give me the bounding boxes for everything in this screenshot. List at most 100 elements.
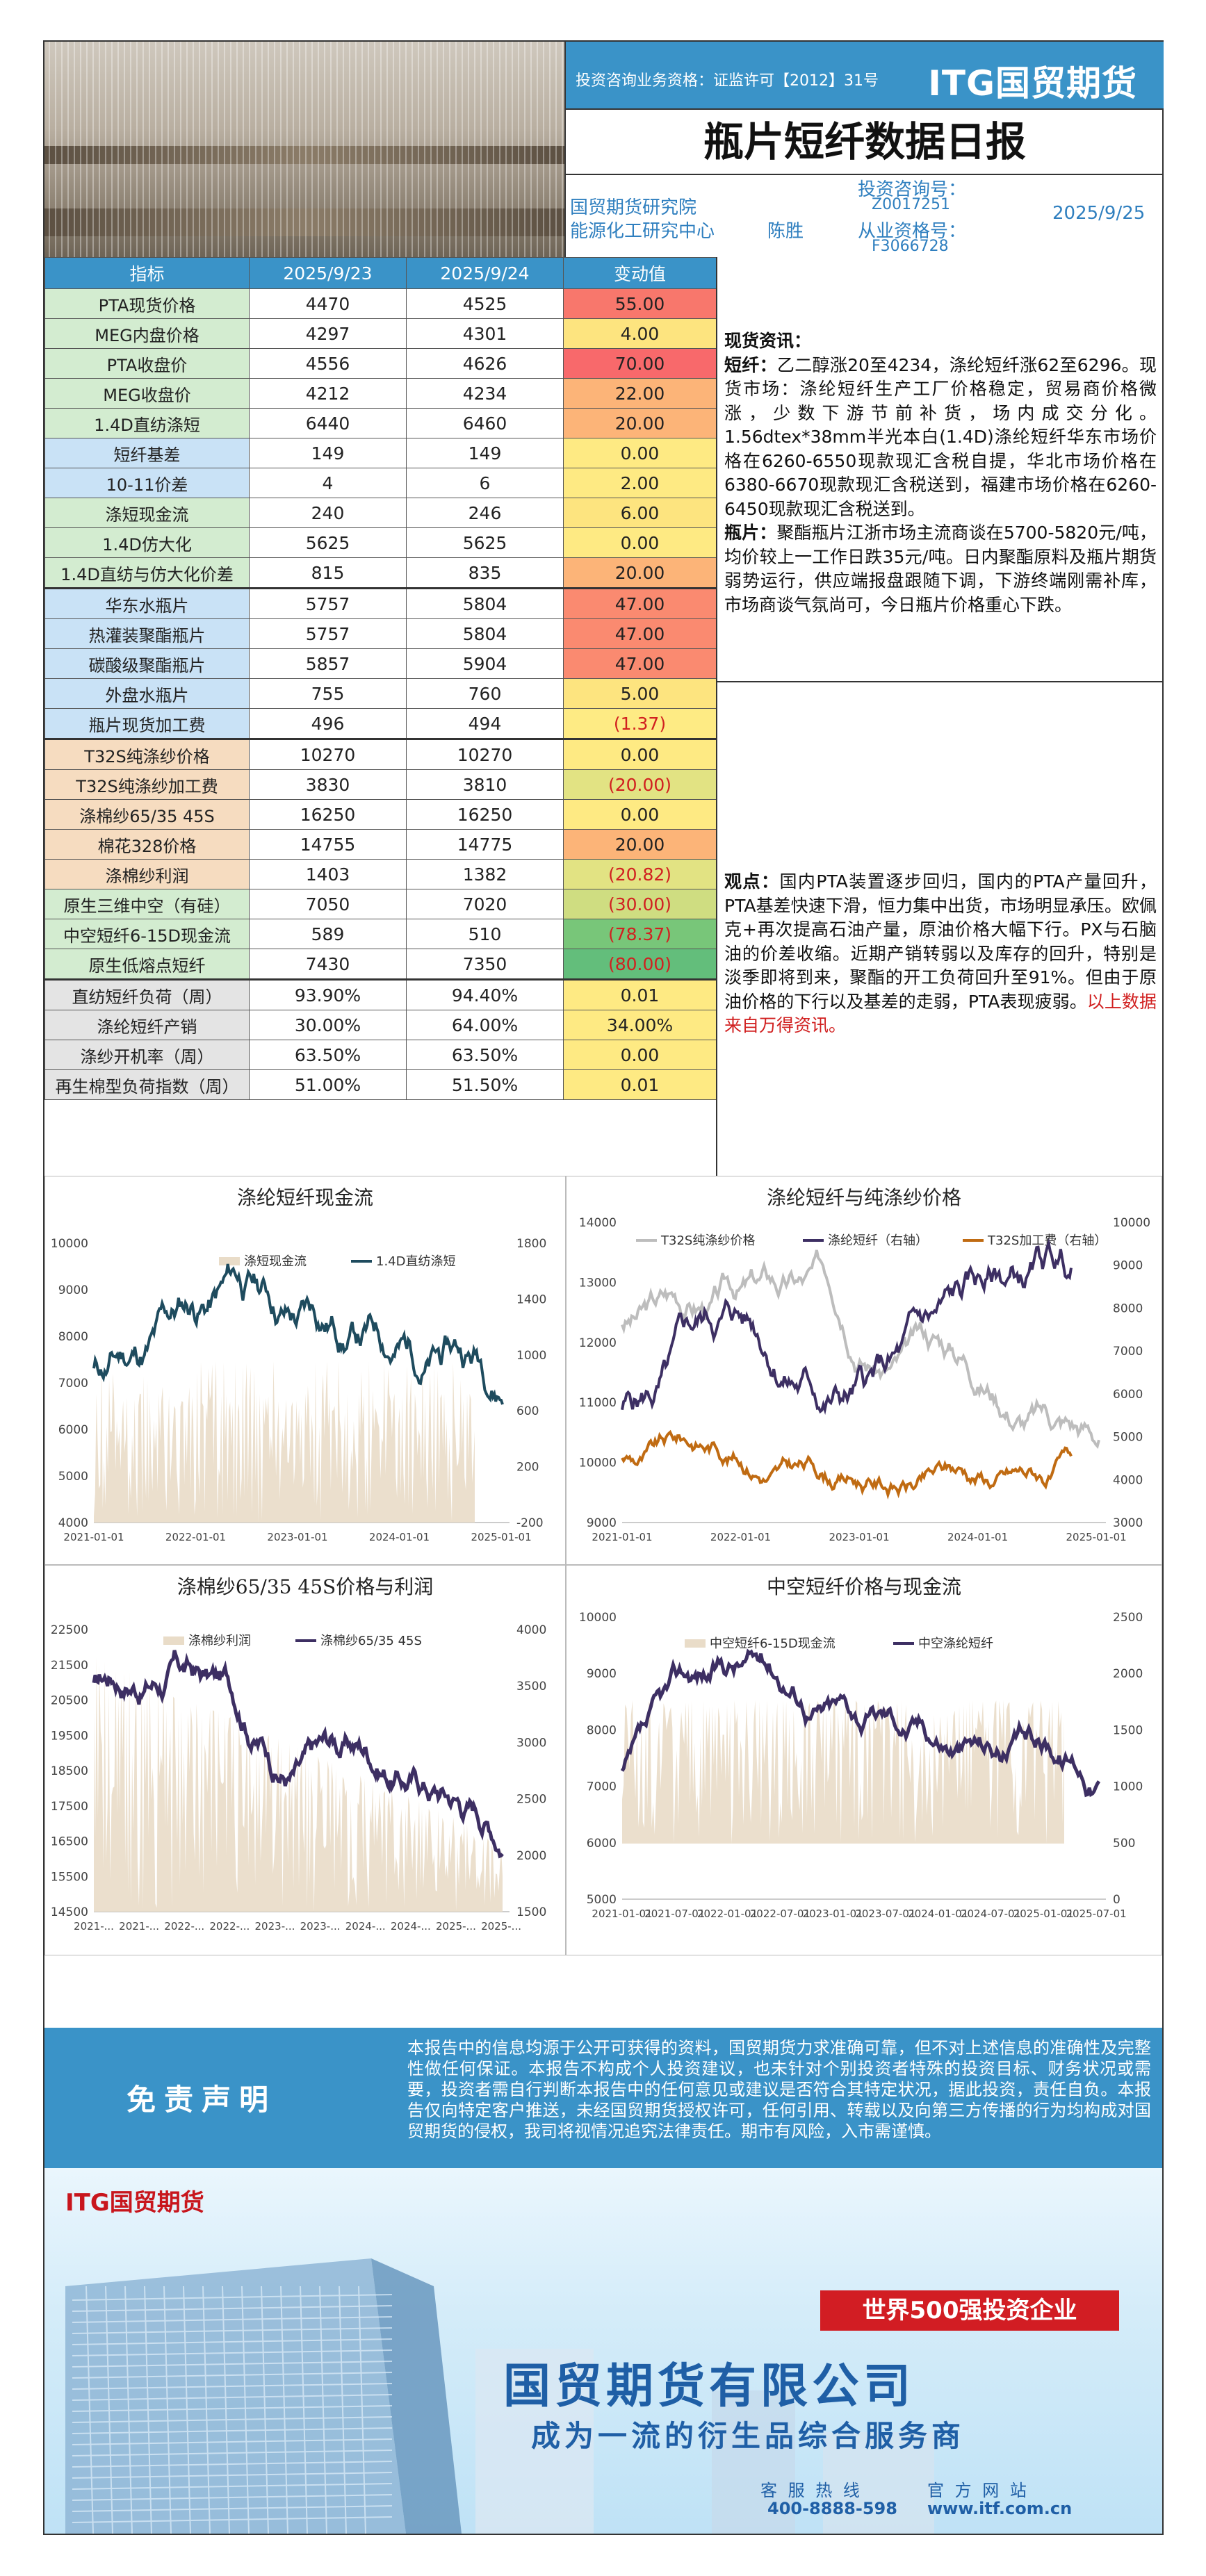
indicator-name: 华东水瓶片 [44,588,250,619]
report-date: 2025/9/25 [1052,203,1146,224]
thread-line [468,42,469,257]
y-right-tick: 5000 [1113,1431,1143,1445]
itg-logo: ITG国贸期货 [928,63,1137,104]
thread-line [386,42,388,257]
change-value: 0.00 [563,739,717,770]
table-row: PTA现货价格 4470 4525 55.00 [44,288,717,319]
y-right-tick: 1800 [516,1237,546,1251]
consult-no-label: 投资咨询号： [858,179,967,200]
col-header-indicator: 指标 [44,257,250,289]
thread-line [274,42,275,257]
y-left-tick: 13000 [579,1276,617,1290]
spot-news: 现货资讯： 短纤：乙二醇涨20至4234，涤纶短纤涨62至6296。现货市场：涤… [717,257,1164,682]
table-row: 直纺短纤负荷（周） 93.90% 94.40% 0.01 [44,979,717,1010]
value-date2: 5804 [406,588,564,619]
chart-hollow-fiber: 中空短纤价格与现金流 10000 9000 8000 7000 6000 5000 2500 2… [566,1565,1162,1955]
value-date2: 14775 [406,829,564,860]
thread-line [355,42,357,257]
thread-line [74,42,75,257]
col-header-change: 变动值 [563,257,717,289]
change-value: 47.00 [563,648,717,679]
value-date1: 815 [249,557,407,589]
thread-line [343,42,344,257]
value-date2: 7350 [406,949,564,981]
value-date1: 4556 [249,348,407,379]
indicator-name: 原生三维中空（有硅） [44,889,250,919]
thread-line [211,42,213,257]
header-band: 投资咨询业务资格：证监许可【2012】31号 ITG国贸期货 [566,42,1164,108]
table-row: 原生三维中空（有硅） 7050 7020 (30.00) [44,889,717,919]
indicator-name: 涤纶短纤产销 [44,1010,250,1040]
thread-line [92,42,94,257]
thread-line [336,42,338,257]
legend-entry: 中空短纤6-15D现金流 [710,1636,836,1651]
x-tick: 2022-07-01 [750,1908,810,1920]
value-date1: 149 [249,438,407,468]
value-date1: 3830 [249,769,407,800]
y-left-tick: 10000 [51,1237,88,1251]
value-date2: 246 [406,498,564,528]
legend-entry: 中空涤纶短纤 [918,1636,993,1651]
x-tick: 2022-... [209,1920,250,1933]
indicator-name: 涤棉纱利润 [44,859,250,889]
change-value: 0.00 [563,1040,717,1070]
value-date2: 494 [406,708,564,740]
value-date2: 510 [406,919,564,949]
y-right-tick: 200 [516,1461,539,1475]
y-right-tick: 6000 [1113,1388,1143,1402]
thread-line [549,42,551,257]
thread-line [505,42,507,257]
value-date1: 5857 [249,648,407,679]
building-graphic [65,2258,934,2534]
thread-line [111,42,113,257]
view-label: 观点： [724,871,780,892]
y-left-tick: 8000 [587,1723,617,1737]
indicator-name: 中空短纤6-15D现金流 [44,919,250,949]
indicator-name: T32S纯涤纱价格 [44,739,250,770]
value-date2: 760 [406,678,564,709]
report-page: 投资咨询业务资格：证监许可【2012】31号 ITG国贸期货 瓶片短纤数据日报 … [43,40,1164,2535]
thread-line [399,42,400,257]
thread-line [86,42,88,257]
y-left-tick: 11000 [579,1396,617,1410]
thread-line [449,42,450,257]
x-tick: 2021-01-01 [592,1531,652,1543]
thread-line [168,42,169,257]
thread-line [430,42,432,257]
y-left-tick: 9000 [587,1667,617,1681]
value-date2: 4301 [406,318,564,349]
y-right-tick: 1400 [516,1293,546,1306]
thread-line [130,42,131,257]
value-date1: 51.00% [249,1069,407,1100]
indicator-name: 外盘水瓶片 [44,678,250,709]
thread-line [318,42,319,257]
x-tick: 2024-01-01 [369,1531,430,1543]
view-text: 国内PTA装置逐步回归，国内的PTA产量回升，PTA基差快速下滑，恒力集中出货，… [724,871,1157,1012]
table-row: 涤棉纱65/35 45S 16250 16250 0.00 [44,799,717,830]
change-value: (80.00) [563,949,717,981]
value-date2: 835 [406,557,564,589]
disclaimer-text: 本报告中的信息均源于公开可获得的资料，国贸期货力求准确可靠，但不对上述信息的准确… [407,2038,1151,2141]
news-heading: 现货资讯： [724,331,812,351]
change-value: 4.00 [563,318,717,349]
value-date1: 6440 [249,408,407,438]
legend-entry: 涤棉纱65/35 45S [320,1634,422,1648]
indicator-name: 瓶片现货加工费 [44,708,250,740]
hotline-number: 400-8888-598 [767,2499,897,2518]
y-left-tick: 9000 [587,1516,617,1530]
y-right-tick: 2500 [1113,1611,1143,1625]
indicator-name: 热灌装聚酯瓶片 [44,618,250,649]
y-left-tick: 6000 [58,1423,88,1437]
y-right-tick: 600 [516,1404,539,1418]
thread-line [105,42,106,257]
value-date1: 5757 [249,588,407,619]
indicator-name: MEG收盘价 [44,378,250,409]
table-row: 原生低熔点短纤 7430 7350 (80.00) [44,949,717,981]
chart-title: 涤棉纱65/35 45S价格与利润 [177,1575,433,1598]
value-date1: 63.50% [249,1040,407,1070]
x-tick: 2021-07-01 [644,1908,705,1920]
chart-title: 涤纶短纤与纯涤纱价格 [767,1186,961,1209]
x-tick: 2022-01-01 [697,1908,758,1920]
institute: 国贸期货研究院 [570,197,697,218]
x-tick: 2024-01-01 [908,1908,968,1920]
